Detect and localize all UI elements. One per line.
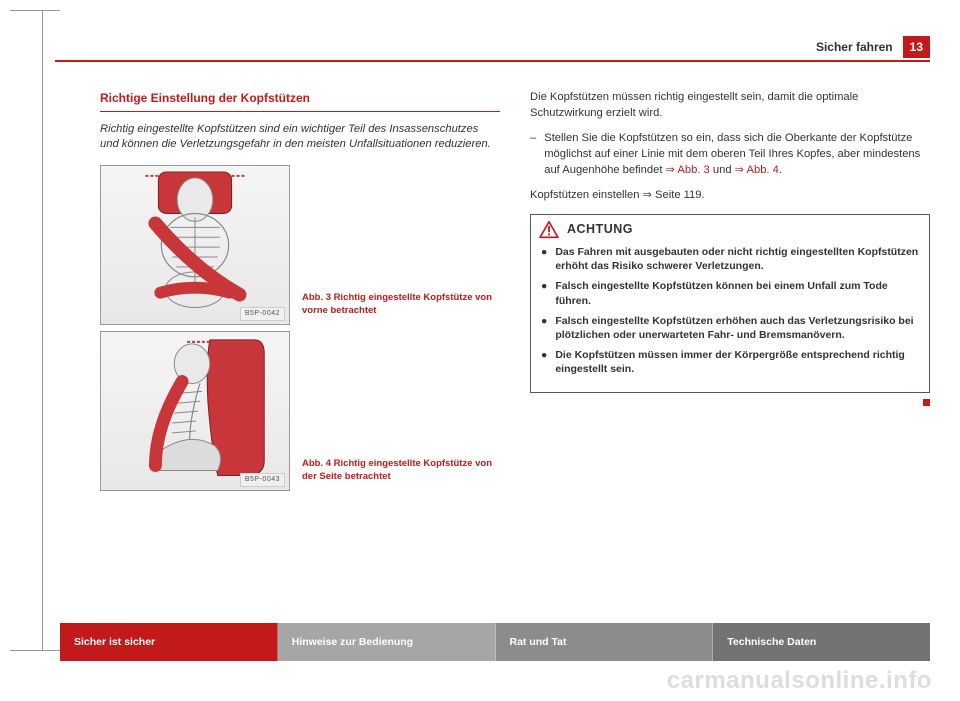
bullet-dot: ● <box>541 245 547 273</box>
warning-box: ACHTUNG ● Das Fahren mit ausgebauten oder… <box>530 214 930 393</box>
page-edge-bottom <box>10 650 60 651</box>
headrest-front-icon <box>101 166 289 324</box>
left-column: Richtige Einstellung der Kopfstützen Ric… <box>100 90 500 611</box>
step-text-c: . <box>779 164 782 176</box>
warning-header: ACHTUNG <box>531 215 929 243</box>
figure-1-image: B5P-0042 <box>100 165 290 325</box>
footer-tab-1-label: Sicher ist sicher <box>74 636 155 648</box>
figure-1-label: B5P-0042 <box>240 307 285 321</box>
header-title: Sicher fahren <box>816 40 893 54</box>
footer-tab-3-label: Rat und Tat <box>510 636 567 648</box>
figure-1-caption: Abb. 3 Richtig eingestellte Kopfstütze v… <box>302 292 500 325</box>
footer-tabs: Sicher ist sicher Hinweise zur Bedienung… <box>60 623 930 661</box>
right-column: Die Kopfstützen müssen richtig eingestel… <box>530 90 930 611</box>
headrest-side-icon <box>101 332 289 490</box>
warning-body: ● Das Fahren mit ausgebauten oder nicht r… <box>531 243 929 392</box>
dash-bullet: – <box>530 131 536 178</box>
footer-tab-4-label: Technische Daten <box>727 636 816 648</box>
figure-2-caption: Abb. 4 Richtig eingestellte Kopfstütze v… <box>302 458 500 491</box>
step-text-b: und <box>710 164 735 176</box>
bullet-dot: ● <box>541 279 547 307</box>
warning-bullet-4: ● Die Kopfstützen müssen immer der Körper… <box>541 348 919 376</box>
warning-bullet-2: ● Falsch eingestellte Kopfstützen können … <box>541 279 919 307</box>
page-edge-top <box>10 10 60 11</box>
footer-tab-4[interactable]: Technische Daten <box>713 623 930 661</box>
watermark: carmanualsonline.info <box>667 667 932 695</box>
footer-tab-2[interactable]: Hinweise zur Bedienung <box>278 623 496 661</box>
figure-2-label: B5P-0043 <box>240 473 285 487</box>
warning-text-3: Falsch eingestellte Kopfstützen erhöhen … <box>555 314 919 342</box>
page-number: 13 <box>903 36 930 58</box>
footer-tab-3[interactable]: Rat und Tat <box>496 623 714 661</box>
warning-text-2: Falsch eingestellte Kopfstützen können b… <box>555 279 919 307</box>
warning-text-1: Das Fahren mit ausgebauten oder nicht ri… <box>555 245 919 273</box>
right-para-1: Die Kopfstützen müssen richtig eingestel… <box>530 90 930 121</box>
page-edge-left <box>42 10 43 650</box>
ref-abb-3: ⇒ Abb. 3 <box>666 164 710 176</box>
figure-2-image: B5P-0043 <box>100 331 290 491</box>
warning-bullet-3: ● Falsch eingestellte Kopfstützen erhöhen… <box>541 314 919 342</box>
content-area: Richtige Einstellung der Kopfstützen Ric… <box>100 90 930 611</box>
page-header: Sicher fahren 13 <box>55 40 930 62</box>
figure-1-row: B5P-0042 Abb. 3 Richtig eingestellte Kop… <box>100 165 500 325</box>
warning-bullet-1: ● Das Fahren mit ausgebauten oder nicht r… <box>541 245 919 273</box>
section-end-marker <box>923 399 930 406</box>
footer-tab-2-label: Hinweise zur Bedienung <box>292 636 413 648</box>
instruction-text: Stellen Sie die Kopfstützen so ein, dass… <box>544 131 930 178</box>
bullet-dot: ● <box>541 348 547 376</box>
ref-abb-4: ⇒ Abb. 4 <box>735 164 779 176</box>
section-heading: Richtige Einstellung der Kopfstützen <box>100 90 500 112</box>
warning-triangle-icon <box>539 221 559 239</box>
right-para-2: Kopfstützen einstellen ⇒ Seite 119. <box>530 188 930 204</box>
figure-2-row: B5P-0043 Abb. 4 Richtig eingestellte Kop… <box>100 331 500 491</box>
footer-tab-1[interactable]: Sicher ist sicher <box>60 623 278 661</box>
warning-title: ACHTUNG <box>567 221 633 239</box>
warning-text-4: Die Kopfstützen müssen immer der Körperg… <box>555 348 919 376</box>
section-intro: Richtig eingestellte Kopfstützen sind ei… <box>100 122 500 153</box>
bullet-dot: ● <box>541 314 547 342</box>
instruction-step: – Stellen Sie die Kopfstützen so ein, da… <box>530 131 930 178</box>
